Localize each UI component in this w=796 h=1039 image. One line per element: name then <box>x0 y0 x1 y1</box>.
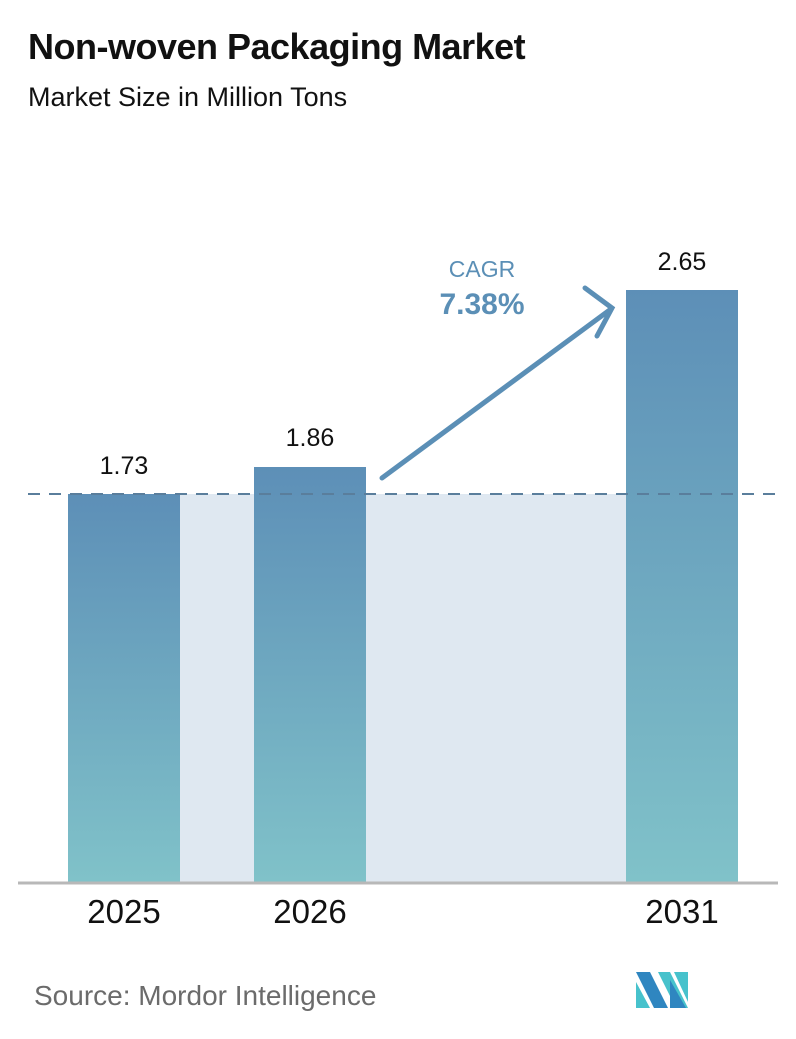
cagr-value: 7.38% <box>439 288 525 321</box>
chart-title: Non-woven Packaging Market <box>28 26 526 67</box>
chart-subtitle: Market Size in Million Tons <box>28 82 348 112</box>
bar-value-label: 2.65 <box>657 248 707 276</box>
bar-value-label: 1.73 <box>99 452 149 480</box>
bar-2026 <box>254 467 366 882</box>
x-axis-label: 2025 <box>87 893 161 930</box>
source-text: Source: Mordor Intelligence <box>34 980 377 1011</box>
bar-2031 <box>626 290 738 882</box>
x-axis-label: 2026 <box>273 893 347 930</box>
cagr-label: CAGR <box>448 256 516 282</box>
cagr-arrow-icon <box>379 285 616 481</box>
bar-2025 <box>68 494 180 882</box>
mordor-intelligence-logo-icon <box>636 972 688 1008</box>
bar-value-label: 1.86 <box>285 424 335 452</box>
band-2 <box>366 494 626 882</box>
x-axis-label: 2031 <box>645 893 719 930</box>
band-1 <box>180 494 254 882</box>
